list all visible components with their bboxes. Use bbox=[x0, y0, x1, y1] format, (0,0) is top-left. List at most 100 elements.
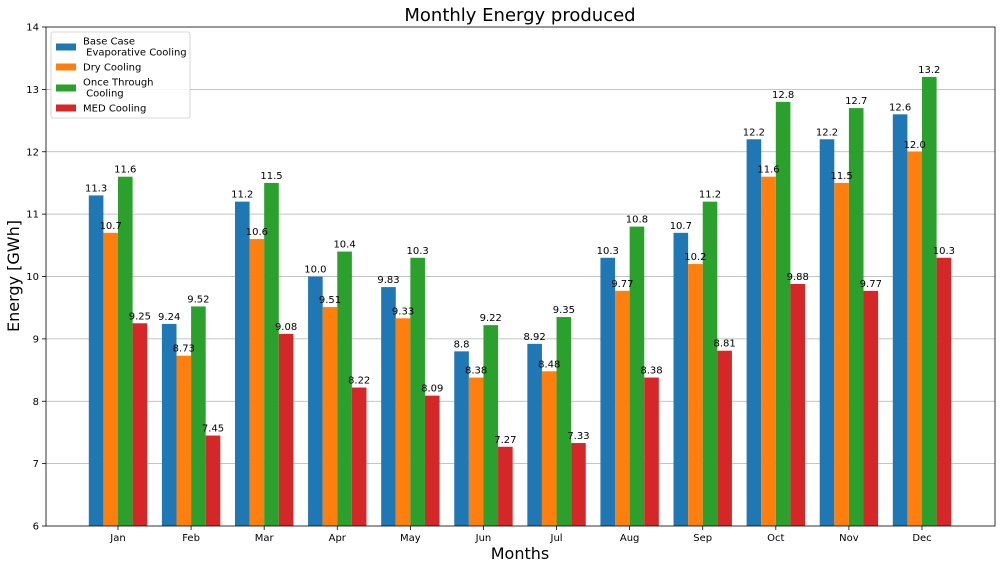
y-tick-label: 13 bbox=[26, 85, 39, 96]
bar bbox=[775, 101, 791, 526]
bar-data-label: 8.09 bbox=[421, 384, 443, 395]
bar bbox=[205, 435, 221, 526]
legend-label: MED Cooling bbox=[83, 104, 146, 115]
bar-data-label: 10.4 bbox=[333, 240, 355, 251]
bar-data-label: 11.6 bbox=[757, 165, 779, 176]
bar bbox=[527, 343, 542, 526]
bar-data-label: 10.0 bbox=[304, 265, 326, 276]
bar-data-label: 10.6 bbox=[246, 227, 268, 238]
y-tick-label: 8 bbox=[33, 397, 39, 408]
bar bbox=[936, 257, 952, 526]
x-tick-label: Aug bbox=[620, 533, 640, 544]
bar bbox=[454, 351, 469, 526]
bar bbox=[907, 151, 922, 526]
bar bbox=[688, 264, 703, 526]
bar bbox=[556, 317, 572, 526]
bar-data-label: 10.3 bbox=[407, 246, 429, 257]
bar bbox=[834, 182, 849, 526]
bar bbox=[278, 333, 294, 526]
bar-data-label: 8.48 bbox=[538, 359, 560, 370]
bar-data-label: 11.5 bbox=[260, 171, 282, 182]
y-tick-label: 12 bbox=[26, 147, 39, 158]
bar-data-label: 8.73 bbox=[173, 344, 195, 355]
legend-label: Base Case Evaporative Cooling bbox=[83, 37, 187, 59]
bar bbox=[132, 323, 148, 526]
x-tick-label: Jun bbox=[475, 533, 492, 544]
bar bbox=[88, 195, 104, 526]
bar bbox=[848, 108, 864, 527]
bar-data-label: 12.2 bbox=[816, 127, 838, 138]
bar-data-label: 12.7 bbox=[845, 96, 867, 107]
x-tick-label: Feb bbox=[182, 533, 200, 544]
bar bbox=[191, 306, 206, 526]
y-axis: 6 7 8 9 10 11 12 13 14 bbox=[26, 23, 46, 533]
bar bbox=[468, 377, 484, 526]
y-axis-label: Energy [GWh] bbox=[4, 220, 23, 332]
bar-data-label: 12.6 bbox=[889, 102, 911, 113]
bar-data-label: 7.27 bbox=[494, 435, 516, 446]
bars bbox=[88, 76, 952, 527]
bar-data-label: 8.22 bbox=[348, 376, 370, 387]
x-tick-label: Jul bbox=[550, 533, 563, 544]
bar bbox=[644, 377, 659, 526]
legend-box bbox=[50, 31, 191, 119]
bar bbox=[819, 139, 835, 526]
bar-data-label: 8.8 bbox=[454, 339, 470, 350]
bar-data-label: 10.3 bbox=[933, 246, 955, 257]
bar-data-label: 10.3 bbox=[597, 246, 619, 257]
bar-data-label: 12.0 bbox=[904, 140, 926, 151]
bar bbox=[892, 114, 908, 526]
bar bbox=[922, 76, 937, 527]
bar-data-label: 9.08 bbox=[275, 322, 297, 333]
bar-data-label: 9.22 bbox=[480, 313, 502, 324]
bar bbox=[410, 257, 425, 526]
bar bbox=[118, 176, 133, 526]
bar-data-label: 10.2 bbox=[684, 252, 706, 263]
bar bbox=[308, 276, 323, 526]
legend-swatch bbox=[56, 104, 76, 112]
x-tick-label: Mar bbox=[255, 533, 275, 544]
legend-label: Dry Cooling bbox=[83, 63, 141, 74]
bar-data-label: 8.38 bbox=[465, 366, 487, 377]
bar-data-label: 10.7 bbox=[100, 221, 122, 232]
x-tick-label: Dec bbox=[912, 533, 931, 544]
bar bbox=[249, 239, 265, 526]
y-tick-label: 6 bbox=[33, 522, 39, 533]
y-tick-label: 7 bbox=[33, 459, 39, 470]
bar-data-label: 12.2 bbox=[743, 127, 765, 138]
bar bbox=[322, 307, 338, 526]
bar bbox=[790, 283, 806, 526]
bar-data-label: 8.38 bbox=[640, 366, 662, 377]
bar bbox=[673, 232, 689, 526]
bar-data-label: 7.33 bbox=[567, 431, 589, 442]
bar-data-label: 11.3 bbox=[85, 183, 107, 194]
bar-data-label: 9.88 bbox=[787, 272, 809, 283]
bar bbox=[161, 323, 177, 526]
legend-swatch bbox=[56, 63, 76, 71]
x-tick-label: Sep bbox=[693, 533, 712, 544]
y-tick-label: 11 bbox=[26, 210, 39, 221]
x-tick-label: May bbox=[400, 533, 421, 544]
bar-data-label: 9.33 bbox=[392, 306, 414, 317]
data-labels: 11.3 10.7 11.6 9.25 9.24 8.73 9.52 7.45 11.2 10.6… bbox=[85, 65, 955, 446]
bar-data-label: 12.8 bbox=[772, 90, 794, 101]
bar bbox=[863, 290, 879, 526]
y-tick-label: 14 bbox=[26, 23, 39, 34]
bar bbox=[337, 251, 352, 527]
bar bbox=[381, 287, 396, 526]
x-tick-label: Nov bbox=[839, 533, 859, 544]
bar bbox=[541, 371, 557, 526]
bar bbox=[615, 290, 630, 526]
bar-data-label: 10.8 bbox=[626, 215, 648, 226]
bar-data-label: 9.51 bbox=[319, 295, 341, 306]
legend-swatch bbox=[56, 43, 76, 51]
bar bbox=[702, 201, 718, 526]
legend-label: Once Through Cooling bbox=[83, 78, 154, 100]
bar bbox=[629, 226, 645, 526]
bar bbox=[234, 201, 250, 526]
bar-data-label: 11.2 bbox=[699, 190, 721, 201]
bar-data-label: 9.77 bbox=[611, 279, 633, 290]
x-axis: Jan Feb Mar Apr May Jun Jul Aug Sep Oct Nov Dec bbox=[109, 526, 932, 544]
x-tick-label: Oct bbox=[767, 533, 784, 544]
